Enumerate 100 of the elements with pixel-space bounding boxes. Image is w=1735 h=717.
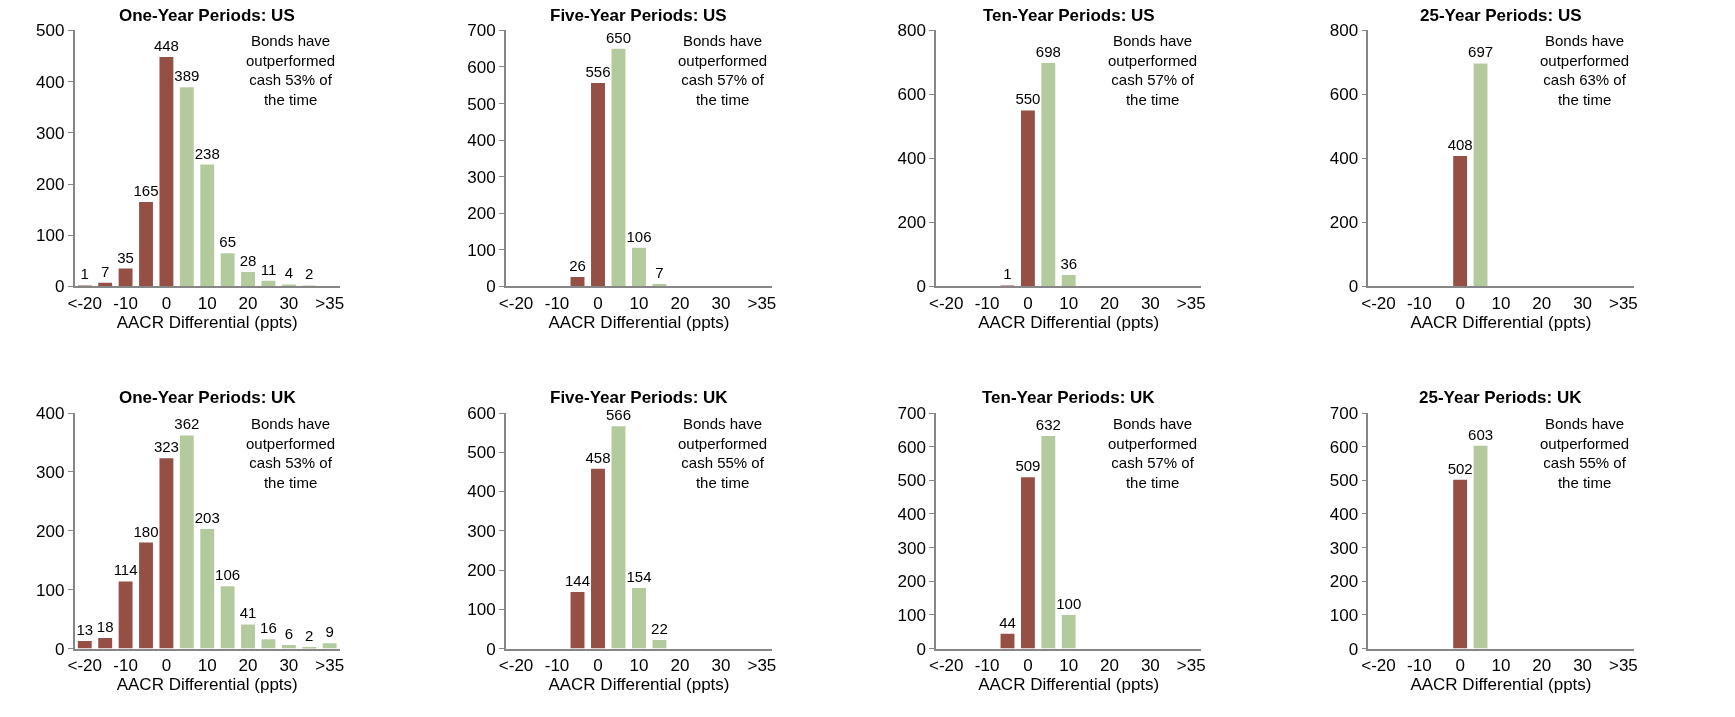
- y-tick-label: 200: [897, 572, 926, 592]
- x-tick-label: 30: [279, 293, 299, 313]
- x-tick-label: 30: [711, 293, 731, 313]
- data-label: 144: [565, 572, 591, 590]
- x-tick-label: 0: [1023, 293, 1033, 313]
- x-tick-label: -10: [544, 655, 570, 675]
- y-tick-label: 500: [467, 443, 496, 463]
- y-tick-label: 400: [467, 482, 496, 502]
- y-tick-label: 500: [467, 94, 496, 114]
- x-tick-label: 0: [1455, 293, 1465, 313]
- data-label: 26: [569, 256, 586, 274]
- x-axis-title: AACR Differential (ppts): [116, 674, 298, 694]
- y-tick-label: 300: [467, 521, 496, 541]
- chart-title: 25-Year Periods: US: [1420, 6, 1582, 25]
- data-label: 502: [1447, 459, 1473, 477]
- data-label: 697: [1468, 43, 1494, 61]
- x-tick-label: <-20: [498, 293, 534, 313]
- data-label: 35: [117, 248, 134, 266]
- data-label: 650: [605, 28, 631, 46]
- x-tick-label: -10: [544, 293, 570, 313]
- x-tick-label: <-20: [67, 655, 103, 675]
- x-tick-label: >35: [1176, 655, 1206, 675]
- y-tick-label: 0: [1348, 639, 1359, 659]
- data-label: 1: [1003, 265, 1012, 283]
- data-label: 16: [260, 619, 277, 637]
- data-label: 408: [1447, 135, 1473, 153]
- y-tick-label: 400: [1329, 149, 1359, 169]
- chart-title: 25-Year Periods: UK: [1419, 388, 1583, 407]
- x-tick-label: >35: [1176, 293, 1206, 313]
- data-label: 2: [305, 265, 314, 283]
- chart-title: One-Year Periods: UK: [119, 388, 297, 407]
- data-label: 448: [153, 37, 179, 55]
- annotation: Bonds have outperformed cash 57% of the time: [678, 32, 768, 108]
- data-label: 323: [153, 438, 179, 456]
- data-label: 106: [626, 227, 652, 245]
- data-label: 28: [239, 252, 257, 270]
- x-tick-label: <-20: [1361, 655, 1396, 675]
- data-label: 1: [80, 265, 89, 283]
- x-tick-label: <-20: [929, 655, 964, 675]
- y-tick-label: 0: [486, 277, 496, 297]
- x-tick-label: 30: [1573, 293, 1593, 313]
- x-tick-label: <-20: [1361, 293, 1396, 313]
- y-tick-label: 400: [36, 403, 65, 423]
- x-tick-label: <-20: [498, 655, 534, 675]
- y-tick-label: 600: [467, 57, 496, 77]
- x-tick-label: 10: [1491, 293, 1511, 313]
- y-tick-label: 100: [467, 600, 496, 620]
- y-tick-label: 800: [897, 21, 926, 41]
- annotation: Bonds have outperformed cash 63% of the time: [1540, 32, 1630, 108]
- x-axis-title: AACR Differential (ppts): [978, 312, 1160, 332]
- data-label: 180: [133, 522, 159, 540]
- x-tick-label: >35: [1608, 655, 1638, 675]
- x-tick-label: >35: [315, 655, 345, 675]
- annotation: Bonds have outperformed cash 55% of the time: [1540, 415, 1630, 491]
- x-axis-title: AACR Differential (ppts): [548, 312, 730, 332]
- y-tick-label: 100: [36, 580, 65, 600]
- x-tick-label: 20: [238, 293, 258, 313]
- y-tick-label: 200: [1329, 572, 1359, 592]
- y-tick-label: 600: [1329, 85, 1359, 105]
- y-tick-label: 300: [467, 167, 496, 187]
- x-tick-label: >35: [1608, 293, 1638, 313]
- data-label: 65: [219, 233, 236, 251]
- data-label: 566: [605, 406, 631, 424]
- y-tick-label: 700: [897, 403, 926, 423]
- y-tick-label: 300: [36, 462, 65, 482]
- y-tick-label: 300: [36, 123, 65, 143]
- chart-title: Five-Year Periods: UK: [550, 388, 729, 407]
- x-tick-label: 10: [197, 655, 217, 675]
- data-label: 7: [101, 262, 110, 280]
- x-tick-label: -10: [113, 293, 138, 313]
- y-tick-label: 200: [897, 213, 926, 233]
- x-axis-title: AACR Differential (ppts): [1410, 312, 1592, 332]
- x-tick-label: 30: [711, 655, 731, 675]
- data-label: 165: [133, 181, 159, 199]
- data-label: 44: [999, 613, 1016, 631]
- annotation: Bonds have outperformed cash 53% of the time: [246, 32, 336, 108]
- x-tick-label: 0: [1455, 655, 1465, 675]
- x-axis-title: AACR Differential (ppts): [1410, 674, 1592, 694]
- y-tick-label: 0: [1348, 277, 1359, 297]
- x-tick-label: >35: [315, 293, 345, 313]
- data-label: 114: [113, 561, 138, 579]
- data-label: 22: [651, 619, 668, 637]
- x-tick-label: <-20: [67, 293, 103, 313]
- data-label: 238: [194, 144, 220, 162]
- data-label: 550: [1015, 90, 1041, 108]
- x-axis-title: AACR Differential (ppts): [548, 674, 730, 694]
- x-tick-label: 30: [1140, 293, 1160, 313]
- y-tick-label: 700: [467, 21, 496, 41]
- data-label: 100: [1056, 594, 1082, 612]
- y-tick-label: 100: [467, 240, 496, 260]
- x-tick-label: -10: [974, 655, 1000, 675]
- x-tick-label: 20: [238, 655, 258, 675]
- y-tick-label: 500: [1329, 471, 1359, 491]
- x-tick-label: 20: [670, 293, 690, 313]
- x-tick-label: 30: [279, 655, 299, 675]
- y-tick-label: 200: [467, 561, 496, 581]
- y-tick-label: 400: [897, 504, 926, 524]
- x-tick-label: 10: [197, 293, 217, 313]
- y-tick-label: 200: [467, 204, 496, 224]
- chart-title: Ten-Year Periods: US: [983, 6, 1155, 25]
